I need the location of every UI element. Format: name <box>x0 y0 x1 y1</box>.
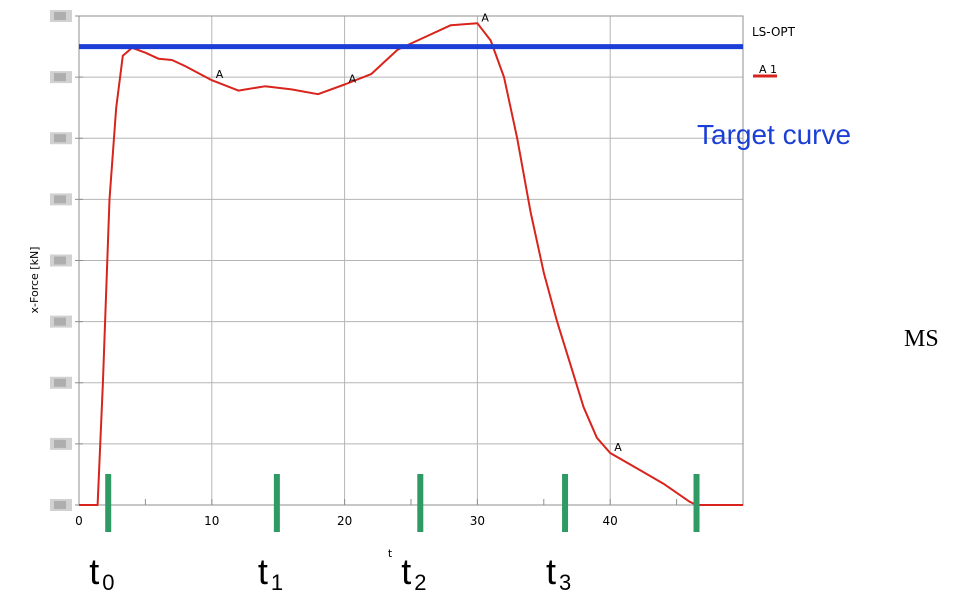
time-marker-bar <box>417 474 424 532</box>
x-tick-label: 40 <box>603 514 618 528</box>
y-tick-label-blurred-core <box>54 439 66 448</box>
time-marker-label: t <box>258 551 268 592</box>
time-marker-subscript: 0 <box>102 570 114 592</box>
y-tick-label-blurred-core <box>54 256 66 265</box>
side-label-ms: MS <box>904 326 939 352</box>
y-tick-label-blurred-core <box>54 73 66 82</box>
y-tick-label-blurred-core <box>54 134 66 143</box>
x-tick-label: 20 <box>337 514 352 528</box>
x-tick-label: 30 <box>470 514 485 528</box>
y-tick-label-blurred-core <box>54 317 66 326</box>
target-curve-label: Target curve <box>697 119 851 150</box>
legend-source-label: LS-OPT <box>752 25 796 39</box>
time-marker-bar <box>693 474 700 532</box>
curve-marker-label: A <box>349 72 357 85</box>
force-curve-line <box>79 22 743 506</box>
time-marker-bar <box>105 474 112 532</box>
grid-layer <box>79 16 743 505</box>
y-tick-label-blurred-core <box>54 378 66 387</box>
time-marker-label: t <box>546 551 556 592</box>
x-tick-label: 0 <box>75 514 83 528</box>
y-tick-label-blurred-core <box>54 12 66 20</box>
series-layer: A A A A <box>79 11 743 506</box>
y-tick-blocks <box>50 10 83 511</box>
time-marker-label: t <box>89 551 99 592</box>
y-tick-label-blurred-core <box>54 501 66 509</box>
time-marker-label: t <box>401 551 411 592</box>
time-marker-subscript: 3 <box>559 570 571 592</box>
x-tick-label: 10 <box>204 514 219 528</box>
time-marker-subscript: 1 <box>271 570 283 592</box>
y-axis-label: x-Force [kN] <box>28 247 41 314</box>
curve-marker-label: A <box>614 441 622 454</box>
x-axis-label: t <box>388 547 393 560</box>
x-tick-layer: 0 10 20 30 40 <box>75 499 744 528</box>
time-marker-bar <box>562 474 569 532</box>
y-tick-label-blurred-core <box>54 195 66 204</box>
curve-marker-label: A <box>481 11 489 24</box>
curve-marker-label: A <box>216 68 224 81</box>
legend-entry-label: A 1 <box>759 63 777 76</box>
time-marker-bar <box>273 474 280 532</box>
time-marker-subscript: 2 <box>414 570 426 592</box>
